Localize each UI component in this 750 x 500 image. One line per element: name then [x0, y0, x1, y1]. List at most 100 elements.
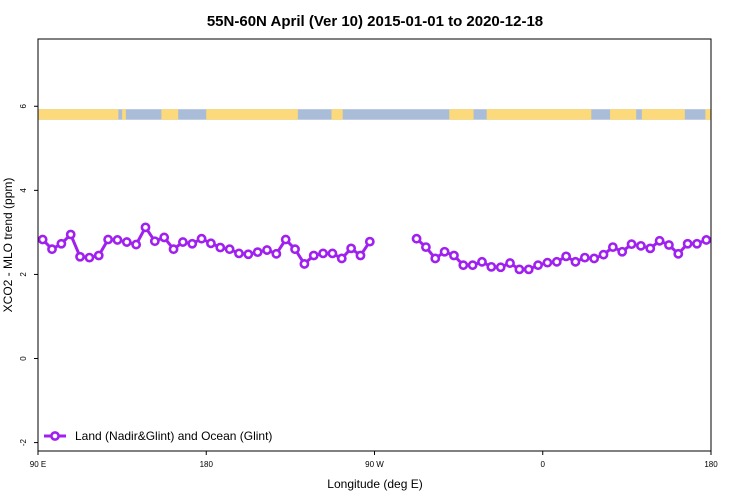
- data-point: [131, 239, 142, 250]
- data-point: [654, 235, 665, 246]
- land-segment: [449, 109, 474, 120]
- data-point: [327, 248, 338, 259]
- data-point: [234, 248, 244, 259]
- data-point: [439, 246, 450, 257]
- chart-title: 55N-60N April (Ver 10) 2015-01-01 to 202…: [207, 13, 543, 30]
- data-point: [84, 252, 95, 263]
- x-tick-label: 180: [704, 460, 718, 469]
- data-point: [486, 261, 497, 272]
- land-segment: [38, 109, 119, 120]
- data-point: [280, 234, 291, 245]
- data-point: [635, 240, 646, 251]
- data-point: [47, 244, 57, 255]
- data-point: [37, 234, 48, 245]
- data-point: [617, 246, 628, 257]
- x-tick-label: 180: [200, 460, 214, 469]
- data-point: [607, 242, 618, 253]
- data-point: [570, 256, 581, 267]
- data-point: [262, 245, 272, 255]
- data-point: [523, 264, 534, 275]
- x-tick-label: 90 E: [30, 460, 46, 469]
- data-point: [177, 237, 188, 247]
- data-point: [449, 250, 459, 261]
- data-point: [224, 244, 235, 255]
- data-point: [243, 249, 254, 260]
- x-tick-label: 0: [541, 460, 546, 469]
- land-segment: [610, 109, 637, 120]
- data-point: [187, 238, 198, 249]
- data-point: [252, 247, 263, 258]
- land-segment: [206, 109, 298, 120]
- data-point: [682, 238, 693, 249]
- data-point: [673, 248, 684, 259]
- data-point: [589, 253, 600, 264]
- legend-marker-swatch: [50, 431, 60, 441]
- data-point: [551, 256, 562, 267]
- data-point: [495, 262, 506, 273]
- data-point: [290, 244, 300, 255]
- data-point: [626, 239, 637, 250]
- data-point: [271, 248, 282, 259]
- data-point: [467, 260, 478, 271]
- data-point: [112, 235, 123, 245]
- data-point: [196, 233, 207, 244]
- data-point: [65, 229, 76, 240]
- data-point: [355, 250, 366, 261]
- x-axis: 90 E 180 90 W 0 180: [30, 451, 718, 469]
- data-point: [701, 235, 712, 245]
- data-point: [430, 253, 441, 264]
- data-point: [140, 222, 151, 233]
- data-point: [168, 244, 179, 255]
- data-point: [664, 240, 674, 250]
- x-tick-label: 90 W: [365, 460, 384, 469]
- data-point: [121, 237, 132, 247]
- legend: Land (Nadir&Glint) and Ocean (Glint): [44, 429, 272, 443]
- y-axis: -2 0 2 4 6: [19, 103, 38, 446]
- data-point: [477, 256, 487, 267]
- data-point: [56, 238, 67, 249]
- land-segment: [486, 109, 592, 120]
- y-tick-label: 6: [19, 103, 28, 108]
- data-point: [411, 233, 422, 244]
- data-point: [561, 251, 572, 262]
- data-point: [533, 260, 543, 271]
- data-point: [645, 243, 656, 254]
- y-axis-label: XCO2 - MLO trend (ppm): [1, 178, 15, 313]
- data-point: [93, 250, 104, 261]
- data-point: [308, 250, 319, 261]
- land-segment: [161, 109, 179, 120]
- data-point: [514, 264, 525, 275]
- land-segment: [122, 109, 126, 120]
- y-tick-label: 2: [19, 272, 28, 277]
- y-tick-label: 4: [19, 188, 28, 193]
- y-tick-label: -2: [19, 438, 28, 446]
- data-point: [206, 238, 216, 249]
- data-point: [421, 242, 431, 253]
- land-segment: [705, 109, 711, 120]
- land-segment: [641, 109, 685, 120]
- data-point: [458, 260, 469, 271]
- ocean-band: [38, 109, 711, 120]
- data-point: [215, 242, 226, 253]
- data-point: [598, 249, 609, 260]
- data-point: [579, 252, 590, 263]
- data-point: [299, 259, 310, 269]
- land-segment: [331, 109, 343, 120]
- data-point: [692, 238, 702, 249]
- data-point: [542, 257, 553, 268]
- data-point: [149, 236, 160, 247]
- x-axis-label: Longitude (deg E): [327, 477, 422, 491]
- data-point: [336, 253, 347, 264]
- data-point: [159, 232, 170, 243]
- data-point: [318, 248, 328, 259]
- data-point: [75, 251, 85, 262]
- land-ocean-band: [38, 109, 711, 120]
- data-point: [505, 258, 515, 268]
- legend-label: Land (Nadir&Glint) and Ocean (Glint): [75, 429, 272, 443]
- data-point: [346, 243, 357, 254]
- series-layer: [37, 222, 712, 275]
- data-point: [364, 236, 375, 247]
- y-tick-label: 0: [19, 356, 28, 361]
- data-point: [103, 234, 114, 245]
